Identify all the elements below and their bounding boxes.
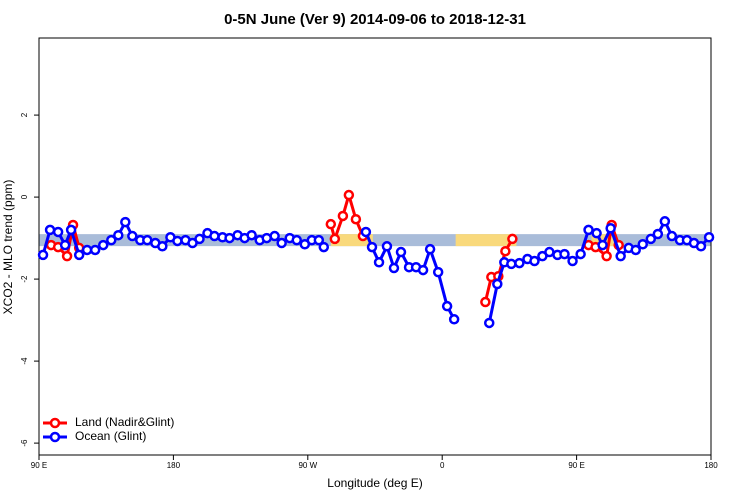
point	[325, 218, 337, 230]
point	[52, 226, 64, 238]
x-tick-label: 90 E	[31, 461, 47, 470]
point	[506, 258, 517, 270]
point	[507, 233, 518, 245]
point	[318, 241, 330, 253]
plot-frame	[38, 37, 712, 456]
x-axis-label: Longitude (deg E)	[327, 476, 422, 490]
point	[432, 266, 444, 278]
point	[575, 248, 586, 260]
point	[343, 189, 355, 201]
chart-title: 0-5N June (Ver 9) 2014-09-06 to 2018-12-…	[224, 11, 526, 28]
point	[514, 257, 525, 269]
point	[127, 230, 138, 242]
point	[172, 235, 183, 247]
point	[246, 229, 257, 241]
point	[381, 241, 393, 252]
point	[483, 317, 495, 329]
point	[329, 233, 341, 245]
point	[373, 257, 385, 268]
point	[492, 278, 503, 290]
x-tick-label: 0	[440, 461, 445, 470]
point	[37, 249, 49, 261]
point	[350, 213, 362, 225]
x-tick-label: 90 E	[568, 461, 584, 470]
point	[591, 227, 602, 239]
point	[44, 224, 56, 236]
point	[366, 241, 378, 253]
series-line	[50, 189, 621, 303]
point	[597, 239, 608, 251]
point	[630, 244, 641, 256]
point	[157, 241, 168, 252]
point	[637, 238, 649, 250]
point	[89, 244, 101, 256]
point	[645, 233, 657, 245]
y-tick-label: 0	[20, 194, 29, 199]
point	[269, 230, 280, 242]
x-tick-label: 180	[167, 461, 181, 470]
legend-label: Ocean (Glint)	[75, 429, 146, 443]
point	[142, 234, 153, 246]
point	[583, 224, 594, 236]
point	[81, 244, 93, 256]
y-tick-label: 2	[20, 112, 29, 117]
point	[291, 234, 302, 246]
point	[360, 226, 372, 238]
point	[666, 230, 678, 242]
point	[559, 248, 570, 260]
point	[106, 234, 117, 246]
point	[703, 232, 715, 243]
x-tick-label: 90 W	[298, 461, 317, 470]
legend-marker	[49, 431, 61, 443]
y-tick-label: -2	[20, 275, 29, 283]
point	[61, 250, 73, 262]
point	[313, 234, 325, 246]
legend-label: Land (Nadir&Glint)	[75, 415, 174, 429]
point	[652, 228, 664, 240]
point	[567, 255, 578, 267]
point	[194, 233, 205, 245]
y-tick-label: -4	[20, 357, 29, 365]
point	[544, 246, 555, 258]
point	[73, 249, 85, 261]
point	[695, 241, 707, 252]
point	[500, 245, 511, 257]
point	[659, 216, 671, 227]
point	[337, 210, 349, 222]
point	[424, 243, 436, 255]
x-tick-label: 180	[704, 461, 718, 470]
point	[388, 262, 400, 274]
point	[615, 250, 626, 262]
point	[441, 300, 453, 312]
point	[395, 246, 407, 258]
point	[65, 224, 77, 236]
point	[224, 232, 235, 244]
point	[605, 223, 616, 234]
legend-marker	[49, 417, 61, 429]
point	[113, 229, 124, 241]
point	[97, 239, 109, 251]
point	[448, 314, 460, 325]
point	[120, 216, 131, 228]
point	[417, 264, 429, 276]
point	[480, 296, 491, 308]
point	[209, 230, 220, 242]
point	[601, 250, 612, 262]
point	[276, 237, 287, 249]
point	[59, 239, 71, 251]
y-axis-label: XCO2 - MLO trend (ppm)	[1, 180, 15, 315]
y-tick-label: -6	[20, 439, 29, 447]
point	[529, 255, 540, 267]
